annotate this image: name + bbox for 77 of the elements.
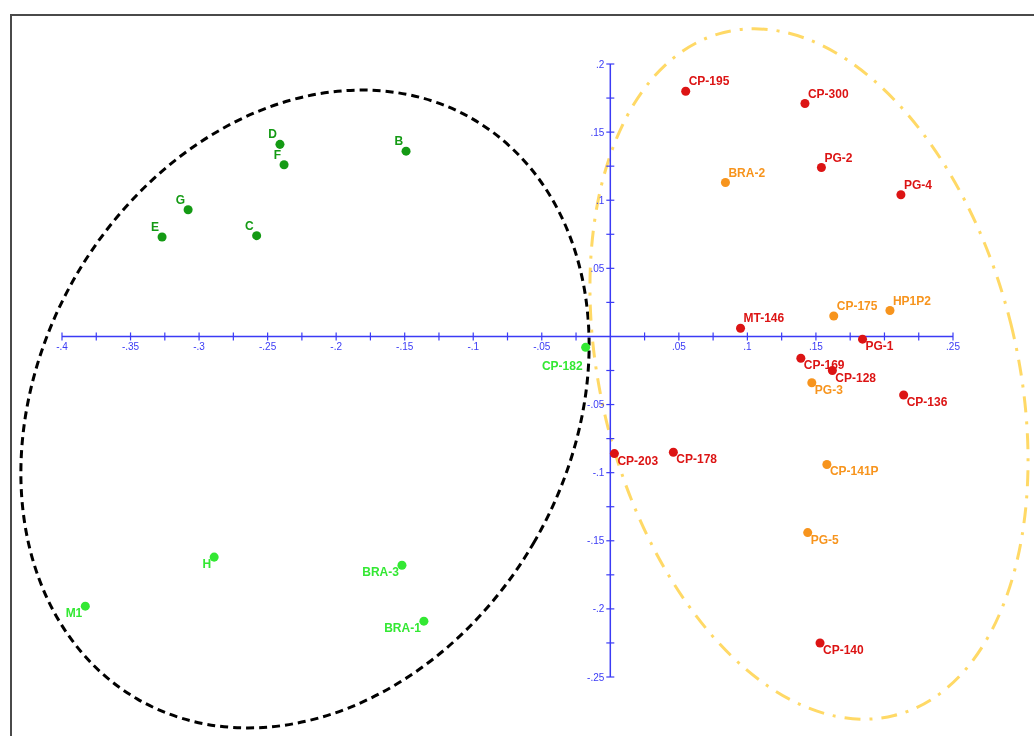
annotation: F bbox=[273, 147, 282, 162]
annotation: C bbox=[244, 218, 254, 233]
x-tick-label: -.25 bbox=[259, 341, 277, 353]
point bbox=[609, 449, 619, 459]
annotation: MT-146 bbox=[743, 311, 785, 326]
annotation: HP1P2 bbox=[892, 293, 932, 308]
point bbox=[736, 323, 746, 333]
point bbox=[668, 447, 678, 457]
x-tick-label: -.4 bbox=[56, 341, 69, 353]
annotation: CP-136 bbox=[906, 395, 948, 410]
x-tick-label: .25 bbox=[946, 341, 961, 353]
point bbox=[720, 178, 730, 188]
point bbox=[885, 306, 895, 316]
annotation: B bbox=[394, 134, 404, 149]
point bbox=[80, 601, 90, 611]
point bbox=[157, 232, 167, 242]
x-tick-label: .15 bbox=[808, 341, 824, 353]
point bbox=[899, 390, 909, 400]
x-tick-label: -.1 bbox=[467, 341, 480, 353]
annotation: PG-2 bbox=[824, 150, 853, 165]
y-tick-label: .05 bbox=[590, 262, 605, 274]
x-tick-label: .05 bbox=[671, 341, 687, 353]
point bbox=[681, 86, 691, 96]
annotation: CP-141P bbox=[829, 464, 879, 479]
annotation: M1 bbox=[65, 606, 83, 621]
point bbox=[279, 160, 289, 170]
y-tick-label: .15 bbox=[590, 126, 605, 138]
annotation: CP-175 bbox=[836, 299, 878, 314]
annotation: BRA-1 bbox=[384, 621, 422, 636]
point bbox=[803, 528, 813, 538]
point bbox=[896, 190, 906, 200]
annotation: E bbox=[151, 220, 160, 234]
y-tick-label: -.15 bbox=[587, 535, 605, 547]
x-tick-label: -.05 bbox=[533, 341, 551, 353]
point bbox=[581, 342, 591, 352]
annotation: D bbox=[268, 127, 278, 142]
point bbox=[397, 560, 407, 570]
annotation: CP-128 bbox=[835, 370, 877, 385]
point bbox=[796, 353, 806, 363]
annotation: G bbox=[175, 192, 186, 207]
point bbox=[209, 552, 219, 562]
annotation: H bbox=[202, 557, 212, 572]
point bbox=[419, 616, 429, 626]
point bbox=[252, 231, 262, 241]
annotation: PG-5 bbox=[810, 532, 840, 547]
annotation: BRA-2 bbox=[728, 165, 766, 180]
annotation: PG-4 bbox=[903, 177, 933, 192]
point bbox=[807, 378, 817, 388]
point bbox=[275, 139, 285, 149]
x-tick-label: -.15 bbox=[396, 341, 414, 353]
point bbox=[822, 459, 832, 469]
point bbox=[858, 334, 868, 344]
annotation: BRA-3 bbox=[362, 565, 400, 580]
point bbox=[816, 163, 826, 173]
annotation: CP-178 bbox=[676, 452, 718, 467]
annotation: CP-182 bbox=[541, 359, 583, 374]
annotation: PG-3 bbox=[814, 382, 844, 397]
point bbox=[815, 638, 825, 648]
point bbox=[829, 311, 839, 321]
point bbox=[401, 146, 411, 156]
annotation: CP-300 bbox=[807, 86, 849, 101]
annotation: CP-140 bbox=[823, 642, 865, 657]
x-tick-label: .1 bbox=[743, 341, 752, 353]
x-tick-label: -.35 bbox=[121, 341, 140, 353]
annotation: PG-1 bbox=[865, 339, 894, 354]
annotation: CP-203 bbox=[617, 453, 659, 468]
y-tick-label: -.05 bbox=[587, 399, 605, 411]
x-tick-label: -.2 bbox=[330, 341, 343, 353]
x-tick-label: -.3 bbox=[193, 341, 206, 353]
annotation: CP-195 bbox=[688, 74, 730, 89]
y-tick-label: -.25 bbox=[587, 671, 605, 683]
y-tick-label: -.2 bbox=[592, 603, 605, 615]
y-tick-label: -.1 bbox=[592, 467, 605, 479]
point bbox=[800, 99, 810, 109]
y-tick-label: .2 bbox=[595, 58, 605, 70]
annotation: CP-169 bbox=[803, 358, 845, 373]
point bbox=[183, 205, 193, 215]
